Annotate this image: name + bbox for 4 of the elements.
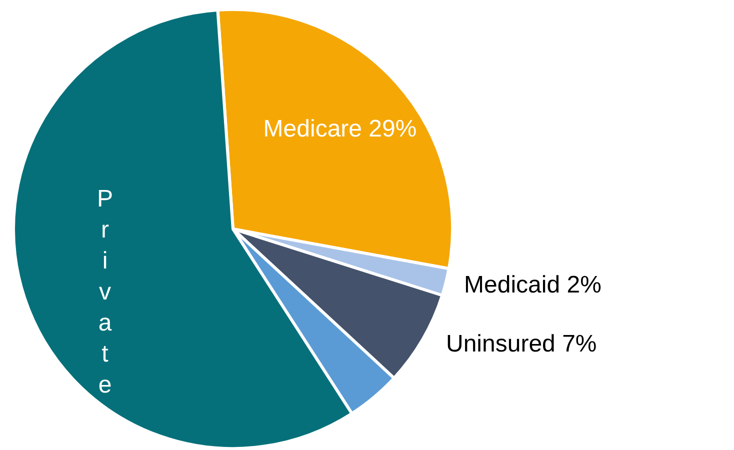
slice-label: Private <box>96 186 114 399</box>
slice-label: Medicare 29% <box>263 116 417 143</box>
slice-label: Medicaid 2% <box>464 272 602 299</box>
slice-label: Uninsured 7% <box>446 330 597 358</box>
